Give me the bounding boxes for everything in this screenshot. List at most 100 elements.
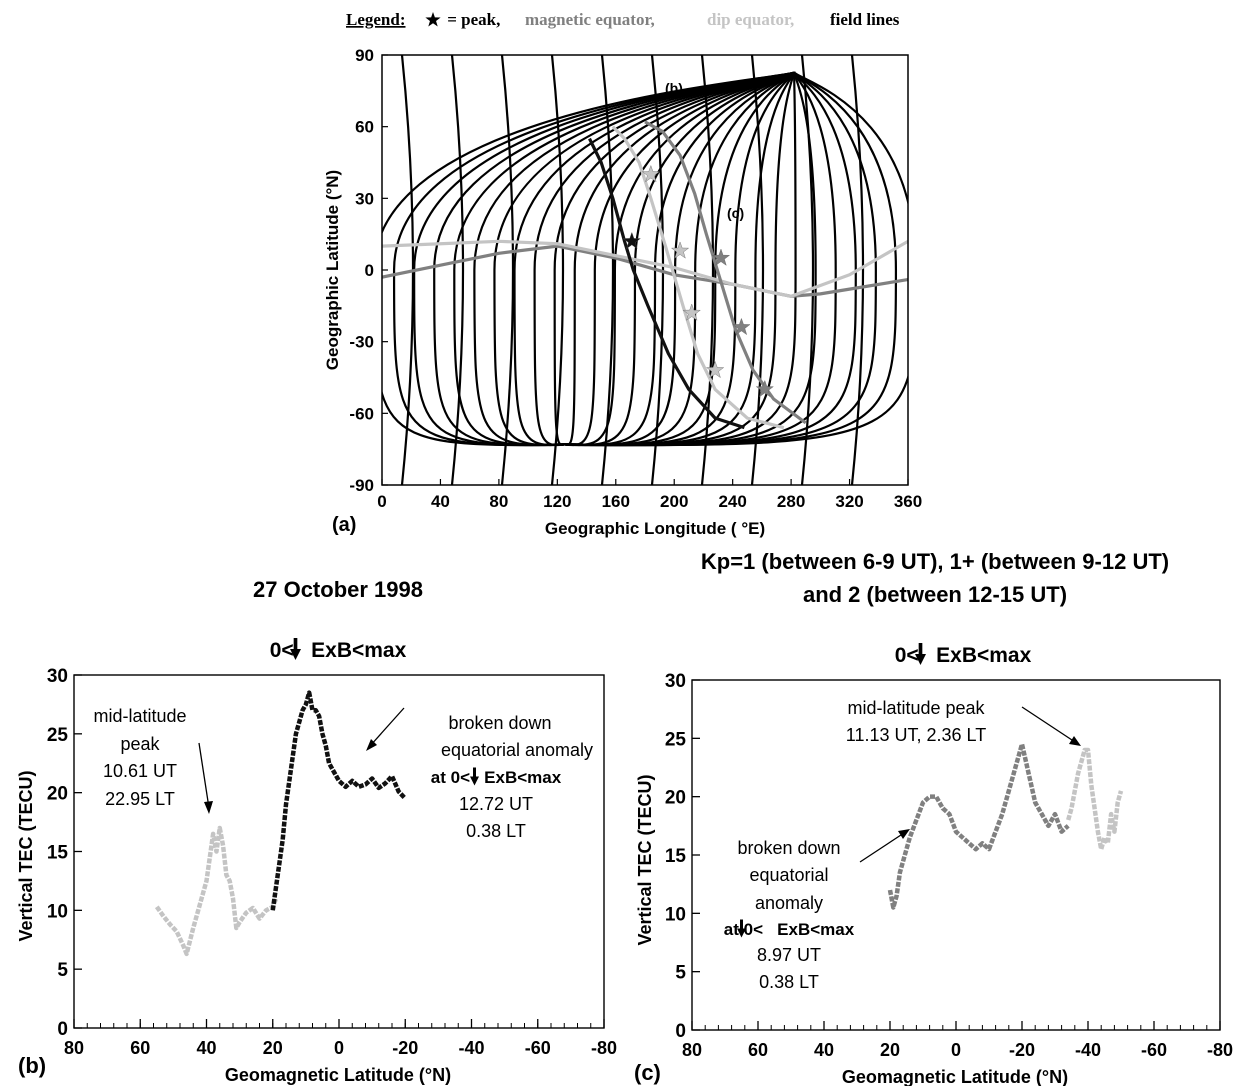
panel-c-xtick-label: -20 [1009, 1040, 1035, 1060]
panel-a-ytick-label: 30 [355, 189, 374, 208]
panel-b-label: (b) [18, 1053, 46, 1078]
field-line [700, 55, 715, 485]
kp-line-2: and 2 (between 12-15 UT) [803, 582, 1067, 607]
panel-b-xtick-label: 20 [263, 1038, 283, 1058]
panel-c-annotation-equatorial: broken down equatorial anomaly at 0< ExB… [724, 829, 910, 992]
panel-b-xlabel: Geomagnetic Latitude (°N) [225, 1065, 451, 1085]
peak-star-icon [671, 241, 690, 259]
field-line [800, 55, 815, 485]
panel-c-annot-2-line-1: broken down [737, 838, 840, 858]
panel-b-xtick-label: -40 [458, 1038, 484, 1058]
legend-star-icon [425, 12, 441, 27]
panel-b-plot: 80 60 40 20 0 -20 -40 -60 -80 0 5 10 15 20 25 30 [47, 666, 617, 1058]
panel-b-annot-1-arrowhead [204, 801, 213, 814]
panel-a-xtick-label: 120 [543, 492, 571, 511]
legend: Legend: = peak, magnetic equator, dip eq… [346, 10, 900, 29]
panel-c-series-0 [887, 741, 1070, 910]
panel-a-series-3 [611, 125, 785, 430]
field-line [564, 71, 796, 447]
panel-c-xtick-label: 80 [682, 1040, 702, 1060]
panel-b-annot-2-line-4: 12.72 UT [459, 794, 533, 814]
panel-a-xtick-label: 320 [835, 492, 863, 511]
panel-b-annot-1-line-4: 22.95 LT [105, 789, 175, 809]
panel-c-ytick-label: 30 [665, 671, 686, 692]
panel-c-annot-2-arrowhead [898, 829, 910, 839]
panel-c-ytick-label: 25 [665, 729, 687, 750]
panel-a-series-2 [588, 137, 745, 430]
panel-a-xtick-label: 360 [894, 492, 922, 511]
panel-a-annotation-c: (c) [727, 205, 744, 221]
field-line [564, 71, 796, 447]
panel-c-title: 0< ExB<max [895, 644, 1032, 667]
panel-a-series [382, 120, 908, 430]
panel-b-ylabel: Vertical TEC (TECU) [16, 770, 36, 941]
panel-b: 0< ExB<max 80 60 40 20 0 -20 -40 -60 -80 0 5 10 15 20… [16, 638, 617, 1085]
panel-b-ytick-label: 30 [47, 666, 68, 687]
panel-c-ytick-label: 10 [665, 904, 686, 925]
panel-c-annot-1-arrow [1021, 706, 1076, 743]
field-line [564, 71, 817, 447]
panel-b-xtick-label: -60 [525, 1038, 551, 1058]
panel-c-annot-1-line-2: 11.13 UT, 2.36 LT [846, 725, 986, 745]
panel-c-annot-2-line-6: 0.38 LT [759, 972, 819, 992]
panel-b-annotation-equatorial: broken down equatorial anomaly at 0< ExB… [366, 707, 593, 841]
panel-c-annot-2-line-2: equatorial [749, 865, 828, 885]
panel-b-ytick-label: 5 [57, 960, 68, 981]
panel-a-ticks: 0 40 80 120 160 200 240 280 320 360 90 60 30 0 -30 -60 -… [349, 46, 922, 511]
legend-magnetic-equator: magnetic equator, [525, 10, 655, 29]
panel-c: 0< ExB<max 80 60 40 20 0 -20 -40 -60 -80 0 5 10 15 20… [634, 643, 1233, 1086]
field-line [600, 55, 615, 485]
field-line [564, 70, 796, 447]
panel-a: 0 40 80 120 160 200 240 280 320 360 90 60 30 0 -30 -60 -… [323, 46, 922, 538]
panel-a-ytick-label: 0 [365, 261, 374, 280]
panel-c-label: (c) [634, 1060, 661, 1085]
panel-a-xtick-label: 80 [489, 492, 508, 511]
panel-b-annot-2-line-3: at 0< ExB<max [431, 768, 562, 787]
panel-a-annotation-b: (b) [665, 80, 683, 96]
panel-c-series-1 [1066, 747, 1124, 852]
panel-b-annot-1-line-3: 10.61 UT [103, 761, 177, 781]
field-line [564, 71, 908, 447]
panel-a-xtick-label: 0 [377, 492, 386, 511]
field-line [564, 70, 796, 447]
panel-b-annot-1-arrow [198, 742, 210, 809]
panel-b-series-1 [270, 690, 407, 911]
date-title: 27 October 1998 [253, 577, 423, 602]
panel-b-ytick-label: 25 [47, 725, 69, 746]
panel-a-xtick-label: 200 [660, 492, 688, 511]
legend-peak-text: = peak, [443, 10, 505, 29]
panel-b-xtick-label: 80 [64, 1038, 84, 1058]
legend-label: Legend: [346, 10, 406, 29]
panel-a-xtick-label: 280 [777, 492, 805, 511]
field-lines [382, 55, 908, 485]
panel-a-ytick-label: 90 [355, 46, 374, 65]
panel-c-xtick-label: 60 [748, 1040, 768, 1060]
panel-c-annotation-mid-latitude: mid-latitude peak 11.13 UT, 2.36 LT [846, 698, 1081, 746]
panel-c-annot-1-line-1: mid-latitude peak [847, 698, 985, 718]
panel-c-ytick-label: 5 [675, 963, 686, 984]
panel-b-ytick-label: 20 [47, 784, 68, 805]
panel-b-xtick-label: 0 [334, 1038, 344, 1058]
kp-line-1: Kp=1 (between 6-9 UT), 1+ (between 9-12 … [701, 549, 1169, 574]
field-line [550, 55, 565, 485]
panel-b-annot-2-arrowhead [366, 739, 377, 751]
panel-b-xtick-label: -20 [392, 1038, 418, 1058]
panel-a-xtick-label: 240 [718, 492, 746, 511]
panel-b-annot-2-arrow [369, 707, 405, 747]
legend-dip-equator: dip equator, [707, 10, 794, 29]
panel-a-ytick-label: 60 [355, 118, 374, 137]
panel-c-xtick-label: -60 [1141, 1040, 1167, 1060]
panel-c-plot: 80 60 40 20 0 -20 -40 -60 -80 0 5 10 15 20 25 30 [665, 671, 1233, 1060]
panel-a-ytick-label: -60 [349, 404, 374, 423]
panel-c-ytick-label: 0 [675, 1021, 686, 1042]
field-line [750, 55, 765, 485]
panel-c-xlabel: Geomagnetic Latitude (°N) [842, 1067, 1068, 1086]
panel-b-annot-2-line-2: equatorial anomaly [441, 740, 593, 760]
panel-a-xtick-label: 160 [602, 492, 630, 511]
panel-b-ytick-label: 15 [47, 843, 69, 864]
panel-a-series-0 [382, 244, 908, 298]
panel-b-annot-1-line-2: peak [120, 734, 160, 754]
panel-c-ytick-label: 15 [665, 846, 687, 867]
panel-c-xtick-label: 40 [814, 1040, 834, 1060]
field-line [500, 55, 515, 485]
